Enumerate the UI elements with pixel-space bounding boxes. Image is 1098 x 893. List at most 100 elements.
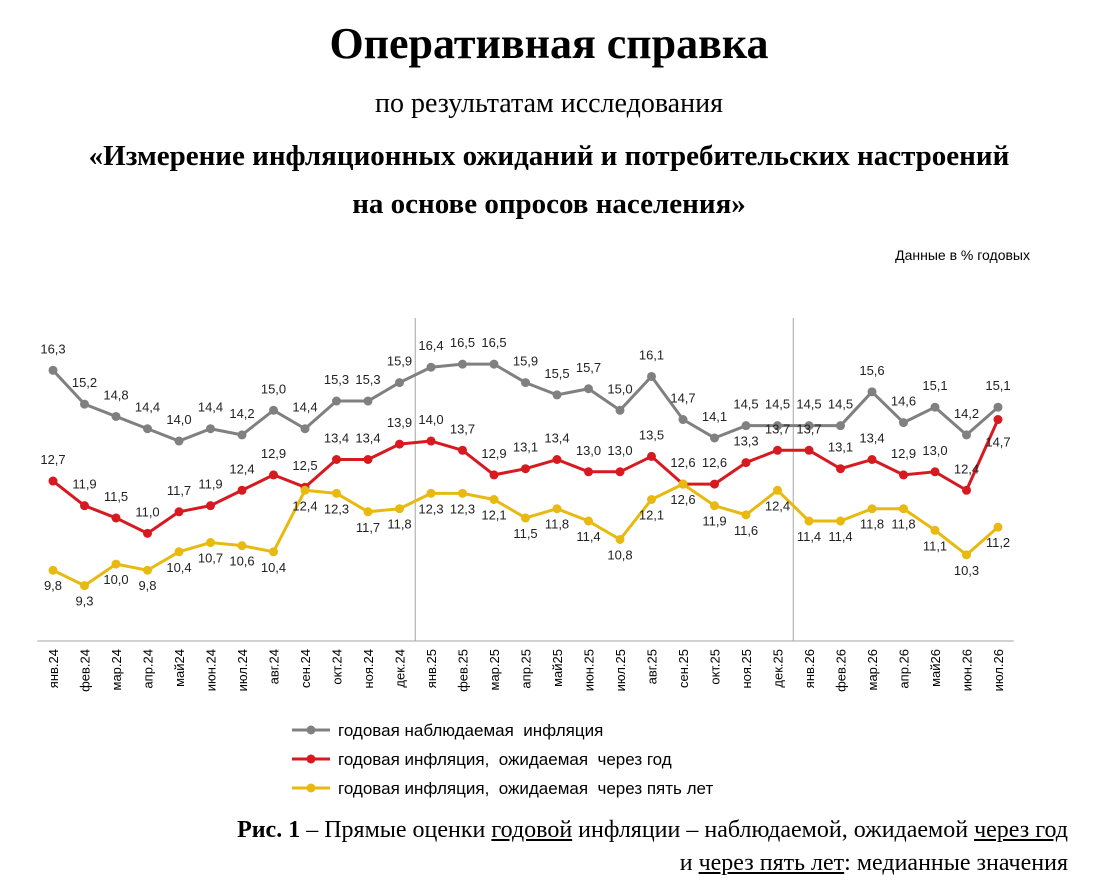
data-label: 15,9 — [387, 354, 412, 369]
data-point — [521, 378, 530, 388]
data-point — [426, 436, 436, 446]
data-label: 11,9 — [702, 514, 726, 529]
figure-caption-line-2: и через пять лет: медианные значения — [680, 850, 1068, 877]
data-point — [237, 541, 247, 551]
data-point — [80, 399, 89, 409]
data-point — [489, 359, 499, 369]
data-point — [174, 436, 184, 446]
data-point — [426, 362, 436, 372]
data-label: 13,4 — [859, 431, 884, 446]
x-tick-label: авг.24 — [267, 649, 282, 684]
data-point — [962, 430, 971, 440]
data-label: 13,4 — [324, 431, 349, 446]
data-label: 12,5 — [292, 458, 317, 473]
x-tick-label: окт.24 — [330, 649, 345, 685]
x-tick-label: сен.25 — [676, 649, 691, 688]
data-label: 14,5 — [796, 397, 821, 412]
data-label: 11,4 — [828, 529, 852, 544]
data-point — [521, 464, 530, 474]
legend-label: годовая инфляция, ожидаемая через год — [338, 750, 672, 769]
data-label: 12,3 — [324, 501, 349, 516]
data-label: 16,5 — [450, 335, 475, 350]
data-label: 12,6 — [702, 455, 727, 470]
data-label: 14,4 — [198, 400, 223, 415]
x-tick-label: июл.25 — [613, 649, 628, 691]
data-point — [111, 559, 121, 569]
data-label: 9,3 — [75, 594, 93, 609]
data-point — [615, 405, 625, 415]
data-point — [206, 424, 215, 434]
caption-and: и — [679, 850, 699, 876]
x-tick-label: апр.25 — [519, 649, 534, 689]
data-point — [678, 479, 688, 489]
data-point — [836, 516, 845, 526]
data-point — [363, 455, 373, 465]
data-label: 15,1 — [922, 378, 947, 393]
caption-five-years: через пять лет — [698, 850, 845, 876]
x-tick-label: июн.25 — [582, 649, 597, 691]
x-tick-label: авг.25 — [645, 649, 660, 684]
data-point — [395, 378, 404, 388]
data-label: 15,3 — [324, 372, 349, 387]
data-label: 13,1 — [828, 440, 853, 455]
x-tick-label: фев.25 — [456, 649, 471, 692]
data-point — [332, 488, 341, 498]
data-point — [836, 464, 845, 474]
data-label: 11,7 — [356, 520, 380, 535]
data-point — [930, 525, 940, 535]
data-label: 12,4 — [229, 461, 254, 476]
data-point — [143, 565, 152, 575]
data-point — [867, 504, 877, 514]
data-point — [269, 470, 278, 480]
data-label: 10,4 — [261, 560, 286, 575]
data-label: 13,3 — [733, 434, 758, 449]
data-label: 14,1 — [702, 409, 727, 424]
data-label: 11,8 — [545, 517, 569, 532]
data-label: 10,3 — [954, 563, 979, 578]
x-tick-label: апр.26 — [897, 649, 912, 689]
data-point — [647, 494, 656, 504]
data-label: 14,0 — [418, 412, 443, 427]
x-tick-label: фев.26 — [834, 649, 849, 692]
data-label: 15,6 — [859, 363, 884, 378]
data-label: 14,7 — [985, 435, 1010, 450]
x-tick-label: июн.24 — [204, 649, 219, 691]
page-subtitle: по результатам исследования — [375, 88, 723, 119]
data-label: 14,8 — [103, 387, 128, 402]
data-label: 14,7 — [670, 391, 695, 406]
page-title: Оперативная справка — [329, 19, 769, 68]
x-tick-label: янв.26 — [802, 649, 817, 688]
data-point — [269, 405, 278, 415]
data-point — [174, 547, 184, 557]
caption-annual: годовой — [491, 817, 573, 843]
data-point — [143, 528, 152, 538]
data-label: 15,3 — [355, 372, 380, 387]
data-label: 13,0 — [576, 443, 601, 458]
data-label: 13,7 — [450, 421, 475, 436]
data-point — [993, 402, 1003, 412]
data-point — [836, 421, 845, 431]
data-label: 12,4 — [765, 498, 790, 513]
data-label: 16,4 — [418, 338, 443, 353]
data-label: 13,4 — [544, 431, 569, 446]
data-label: 11,7 — [167, 483, 191, 498]
data-label: 12,4 — [292, 498, 317, 513]
data-point — [111, 513, 121, 523]
data-point — [489, 470, 499, 480]
data-label: 15,0 — [607, 381, 632, 396]
data-point — [552, 455, 562, 465]
data-label: 15,9 — [513, 354, 538, 369]
x-tick-label: май24 — [172, 649, 187, 687]
data-label: 13,7 — [796, 421, 821, 436]
data-point — [804, 516, 814, 526]
data-point — [552, 504, 562, 514]
data-label: 14,0 — [166, 412, 191, 427]
data-point — [552, 390, 562, 400]
figure-label: Рис. 1 — [237, 817, 301, 843]
caption-tail: : медианные значения — [844, 850, 1068, 876]
data-point — [300, 485, 310, 495]
data-label: 13,4 — [355, 431, 380, 446]
data-label: 10,0 — [103, 572, 128, 587]
data-point — [804, 445, 814, 455]
data-label: 13,5 — [639, 427, 664, 442]
